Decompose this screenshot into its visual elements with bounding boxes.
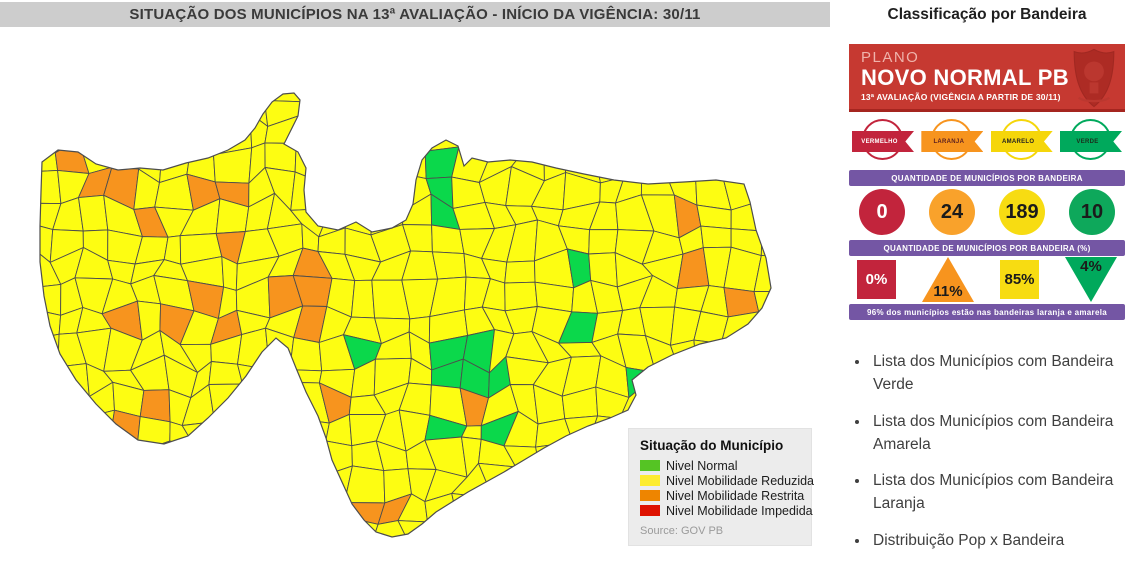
- sidebar-heading: Classificação por Bandeira: [849, 6, 1125, 24]
- link-lista-bandeira-verde[interactable]: Lista dos Municípios com Bandeira Verde: [870, 350, 1127, 397]
- pct-shape-laranja: 11%: [922, 257, 974, 302]
- legend-swatch-orange: [640, 490, 660, 501]
- legend-item-restrita: Nivel Mobilidade Restrita: [640, 488, 800, 503]
- legend-title: Situação do Município: [640, 438, 800, 453]
- note-bar: 96% dos municípios estão nas bandeiras l…: [849, 304, 1125, 320]
- pct-shape-verde: 4%: [1065, 257, 1117, 302]
- plan-card-kicker: PLANO: [861, 49, 1125, 66]
- map-title-bar: SITUAÇÃO DOS MUNICÍPIOS NA 13ª AVALIAÇÃO…: [0, 2, 830, 27]
- flag-icon-verde: VERDE: [1059, 116, 1123, 168]
- link-lista-bandeira-amarela[interactable]: Lista dos Municípios com Bandeira Amarel…: [870, 410, 1127, 457]
- percent-shapes-row: 0% 11% 85% 4%: [849, 257, 1125, 302]
- count-badge-vermelho: 0: [859, 189, 905, 235]
- sidebar-links: Lista dos Municípios com Bandeira Verde …: [853, 350, 1127, 565]
- plan-card-title: NOVO NORMAL PB: [861, 66, 1125, 89]
- link-distribuicao-pop-bandeira[interactable]: Distribuição Pop x Bandeira: [870, 529, 1127, 552]
- map-legend: Situação do Município Nivel Normal Nivel…: [628, 428, 812, 546]
- legend-item-impedida: Nivel Mobilidade Impedida: [640, 503, 800, 518]
- count-badge-amarelo: 189: [999, 189, 1045, 235]
- legend-source: Source: GOV PB: [640, 525, 800, 537]
- flag-icon-laranja: LARANJA: [920, 116, 984, 168]
- sidebar-classificacao: Classificação por Bandeira PLANO NOVO NO…: [849, 0, 1125, 538]
- legend-swatch-green: [640, 460, 660, 471]
- flags-row: VERMELHO LARANJA AMARELO VERDE: [849, 116, 1125, 168]
- pct-shape-amarelo: 85%: [1000, 260, 1039, 299]
- count-badge-laranja: 24: [929, 189, 975, 235]
- page-title: SITUAÇÃO DOS MUNICÍPIOS NA 13ª AVALIAÇÃO…: [129, 6, 700, 23]
- count-badge-verde: 10: [1069, 189, 1115, 235]
- pct-shape-vermelho: 0%: [857, 260, 896, 299]
- plan-card: PLANO NOVO NORMAL PB 13ª AVALIAÇÃO (VIGÊ…: [849, 44, 1125, 112]
- legend-item-normal: Nivel Normal: [640, 458, 800, 473]
- flag-icon-amarelo: AMARELO: [990, 116, 1054, 168]
- flag-icon-vermelho: VERMELHO: [851, 116, 915, 168]
- pct-bar-header: QUANTIDADE DE MUNICÍPIOS POR BANDEIRA (%…: [849, 240, 1125, 256]
- counts-bar-header: QUANTIDADE DE MUNICÍPIOS POR BANDEIRA: [849, 170, 1125, 186]
- legend-item-reduzida: Nivel Mobilidade Reduzida: [640, 473, 800, 488]
- legend-swatch-yellow: [640, 475, 660, 486]
- link-lista-bandeira-laranja[interactable]: Lista dos Municípios com Bandeira Laranj…: [870, 469, 1127, 516]
- plan-card-subtitle: 13ª AVALIAÇÃO (VIGÊNCIA A PARTIR DE 30/1…: [861, 92, 1125, 102]
- counts-row: 0 24 189 10: [849, 188, 1125, 236]
- legend-swatch-red: [640, 505, 660, 516]
